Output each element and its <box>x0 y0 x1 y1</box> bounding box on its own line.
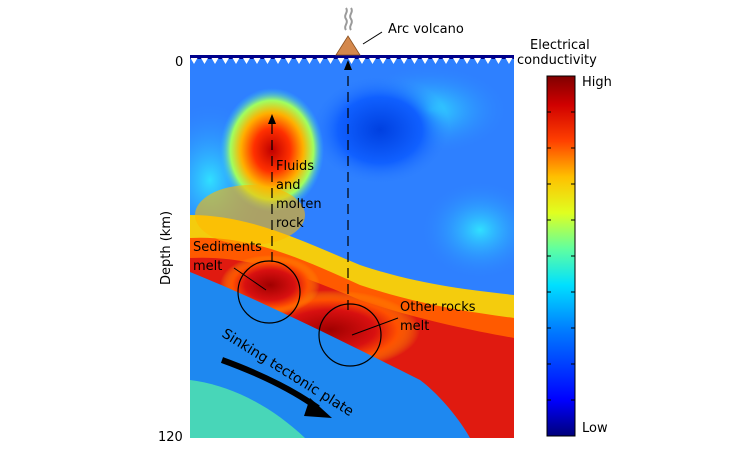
station-marker-icon <box>505 58 513 64</box>
station-marker-icon <box>232 58 240 64</box>
station-marker-icon <box>201 58 208 64</box>
resistive-zone <box>310 75 450 185</box>
fluids-label: Fluids and molten rock <box>276 159 322 231</box>
station-marker-icon <box>295 58 303 64</box>
rock-melt-circle <box>318 303 382 367</box>
sinking-plate <box>190 272 470 438</box>
station-marker-icon <box>211 58 219 64</box>
station-marker-icon <box>421 58 429 64</box>
volcano-icon <box>335 35 361 56</box>
conductivity-section <box>190 58 514 438</box>
fluids-line-4: rock <box>276 216 304 231</box>
colorbar-low-label: Low <box>582 421 608 436</box>
sediment-pointer <box>233 267 267 291</box>
cyan-zone <box>420 180 514 280</box>
station-marker-icon <box>337 58 345 64</box>
arrowhead-icon <box>304 398 332 418</box>
station-marker-icon <box>369 58 376 64</box>
station-markers <box>190 58 513 64</box>
sediments-label: Sediments melt <box>193 240 262 274</box>
depth-tick-120: 120 <box>158 430 183 445</box>
fluids-line-1: Fluids <box>276 159 314 174</box>
sediments-line-1: Sediments <box>193 240 262 255</box>
station-marker-icon <box>253 58 261 64</box>
station-marker-icon <box>400 58 408 64</box>
station-marker-icon <box>453 58 460 64</box>
station-marker-icon <box>379 58 387 64</box>
volcano-label: Arc volcano <box>388 22 464 37</box>
colorbar-title-1: Electrical <box>530 38 590 53</box>
station-marker-icon <box>190 58 198 64</box>
station-marker-icon <box>316 58 324 64</box>
station-marker-icon <box>243 58 250 64</box>
station-marker-icon <box>222 58 229 64</box>
station-marker-icon <box>463 58 471 64</box>
station-marker-icon <box>474 58 481 64</box>
station-marker-icon <box>285 58 292 64</box>
smoke-icon <box>349 7 353 31</box>
depth-tick-0: 0 <box>175 55 183 70</box>
other-rocks-label: Other rocks melt <box>400 300 476 334</box>
station-marker-icon <box>348 58 355 64</box>
sediment-melt-circle <box>237 260 301 324</box>
fluids-line-2: and <box>276 178 300 193</box>
station-marker-icon <box>411 58 418 64</box>
other-rocks-line-1: Other rocks <box>400 300 476 315</box>
surface-line <box>190 55 514 59</box>
station-marker-icon <box>432 58 439 64</box>
station-marker-icon <box>358 58 366 64</box>
rock-pointer <box>351 317 399 336</box>
station-marker-icon <box>306 58 313 64</box>
colorbar-ticks <box>547 111 575 401</box>
colorbar-title-2: conductivity <box>517 53 597 68</box>
depth-axis-label: Depth (km) <box>159 211 174 285</box>
plate-core <box>190 380 305 438</box>
fluids-line-3: molten <box>276 197 322 212</box>
colorbar <box>546 75 576 437</box>
plume-stem <box>195 185 305 245</box>
volcano-pointer <box>362 31 383 45</box>
station-marker-icon <box>495 58 502 64</box>
arrowhead-icon <box>268 114 276 124</box>
smoke-icon <box>344 7 348 31</box>
station-marker-icon <box>484 58 492 64</box>
colorbar-high-label: High <box>582 75 612 90</box>
station-marker-icon <box>442 58 450 64</box>
sediments-line-2: melt <box>193 259 222 274</box>
station-marker-icon <box>264 58 271 64</box>
station-marker-icon <box>274 58 282 64</box>
station-marker-icon <box>327 58 334 64</box>
arrowhead-icon <box>344 60 352 70</box>
other-rocks-line-2: melt <box>400 319 429 334</box>
station-marker-icon <box>390 58 397 64</box>
